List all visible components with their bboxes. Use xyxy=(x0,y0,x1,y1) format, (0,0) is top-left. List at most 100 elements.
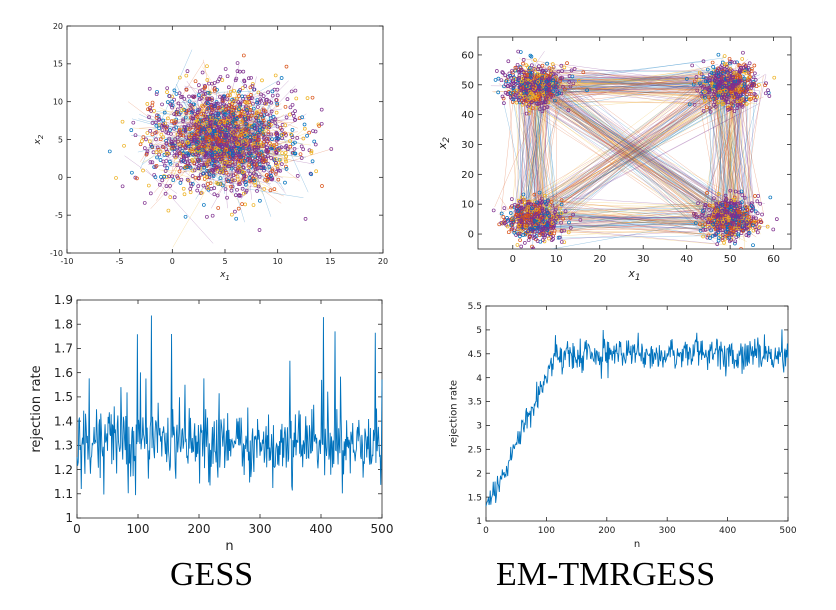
data-point xyxy=(262,187,267,191)
data-point xyxy=(256,153,260,157)
data-point xyxy=(215,165,219,169)
data-point xyxy=(184,87,189,92)
data-point xyxy=(175,135,180,140)
trajectory-line xyxy=(241,109,278,133)
trajectory-line xyxy=(525,74,530,223)
data-point xyxy=(238,113,243,118)
data-point xyxy=(268,113,273,118)
data-point xyxy=(220,145,225,149)
data-point xyxy=(231,157,235,161)
data-point xyxy=(184,73,189,78)
data-point xyxy=(183,146,188,151)
data-point xyxy=(301,147,306,152)
data-point xyxy=(310,159,315,164)
data-point xyxy=(506,230,511,235)
data-point xyxy=(216,157,221,162)
data-point xyxy=(211,104,216,109)
data-point xyxy=(502,101,506,105)
data-point xyxy=(157,126,161,131)
data-point xyxy=(225,93,230,98)
data-point xyxy=(170,94,174,99)
data-point xyxy=(491,208,496,213)
data-point xyxy=(209,186,214,191)
data-point xyxy=(178,104,183,109)
data-point xyxy=(157,182,162,187)
data-point xyxy=(232,130,237,135)
data-point xyxy=(254,163,259,168)
data-point xyxy=(755,211,760,216)
data-point xyxy=(193,79,198,84)
trajectory-line xyxy=(535,219,719,234)
data-point xyxy=(288,139,292,143)
data-point xyxy=(182,192,187,197)
data-point xyxy=(311,129,315,133)
trajectory-line xyxy=(706,87,718,217)
data-point xyxy=(272,87,277,92)
data-point xyxy=(230,105,234,109)
data-point xyxy=(320,184,324,188)
trajectory-line xyxy=(532,101,709,232)
trajectory-line xyxy=(534,51,545,66)
data-point xyxy=(261,158,266,162)
data-point xyxy=(764,81,768,86)
data-point xyxy=(751,75,756,80)
data-point xyxy=(177,75,182,80)
data-point xyxy=(144,152,149,157)
data-point xyxy=(755,199,760,204)
data-point xyxy=(283,157,288,162)
data-point xyxy=(266,130,271,134)
trajectory-line xyxy=(711,94,716,216)
data-point xyxy=(233,78,238,83)
data-point xyxy=(710,60,715,65)
data-point xyxy=(242,153,246,157)
data-point xyxy=(160,178,165,183)
data-point xyxy=(265,112,269,117)
data-point xyxy=(170,140,174,144)
data-point xyxy=(265,149,270,153)
data-point xyxy=(288,144,293,149)
data-point xyxy=(236,162,241,166)
data-point xyxy=(276,81,281,86)
y-axis-label: x2 xyxy=(33,134,45,145)
data-point xyxy=(226,178,231,183)
trajectory-line xyxy=(538,92,561,228)
data-point xyxy=(189,137,194,142)
data-point xyxy=(756,194,761,198)
data-point xyxy=(256,137,261,142)
data-point xyxy=(274,110,279,115)
data-point xyxy=(283,123,288,128)
data-point xyxy=(218,74,223,79)
data-point xyxy=(209,141,213,145)
data-point xyxy=(145,131,150,135)
data-point xyxy=(258,152,262,156)
data-point xyxy=(149,109,153,113)
data-point xyxy=(705,191,709,195)
data-point xyxy=(758,201,763,206)
scatter-area xyxy=(107,49,334,248)
data-point xyxy=(227,115,232,120)
data-point xyxy=(537,107,542,112)
data-point xyxy=(534,105,539,110)
trajectory-line xyxy=(124,155,178,194)
data-point xyxy=(155,145,160,150)
trajectory-line xyxy=(748,77,756,225)
data-point xyxy=(197,130,202,134)
data-point xyxy=(270,93,275,98)
y-tick-label: -5 xyxy=(55,211,63,220)
data-point xyxy=(506,59,511,64)
data-point xyxy=(208,137,212,141)
trajectory-line xyxy=(735,66,740,69)
data-point xyxy=(314,169,319,174)
data-point xyxy=(258,128,262,133)
data-point xyxy=(540,109,545,114)
data-point xyxy=(198,172,203,177)
trajectory-line xyxy=(711,82,738,215)
data-point xyxy=(275,103,280,107)
data-point xyxy=(267,99,272,104)
data-point xyxy=(199,190,204,195)
data-point xyxy=(728,188,733,193)
data-point xyxy=(180,149,185,153)
data-point xyxy=(191,145,196,149)
trajectory-line xyxy=(172,165,221,248)
data-point xyxy=(530,247,535,249)
